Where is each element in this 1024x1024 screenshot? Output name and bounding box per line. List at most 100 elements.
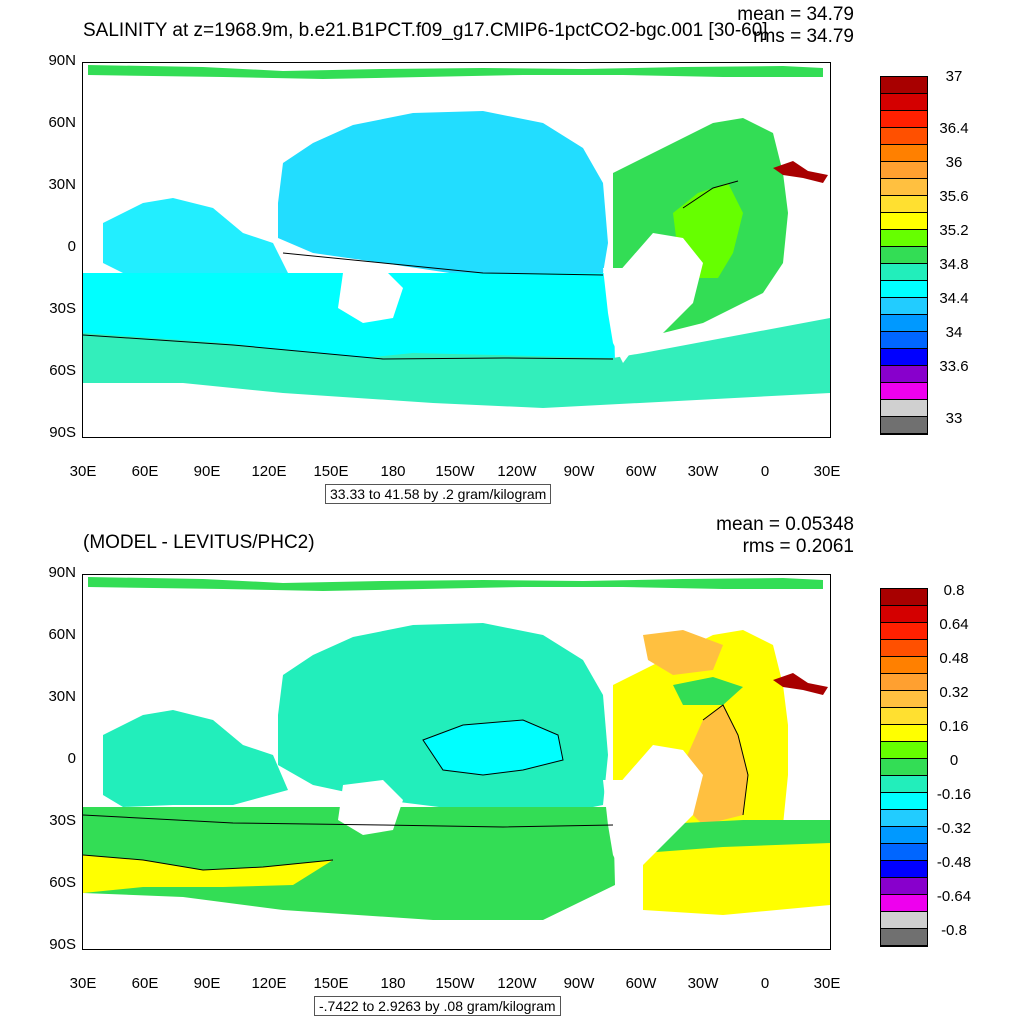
- colorbar-label: -0.48: [936, 854, 972, 871]
- y-tick-label: 0: [67, 238, 76, 255]
- x-tick-label: 60E: [131, 975, 159, 992]
- x-tick-label: 30E: [813, 975, 841, 992]
- mean-label: mean = 0.05348: [716, 514, 854, 535]
- x-tick-label: 0: [760, 975, 770, 992]
- x-tick-label: 150W: [435, 975, 475, 992]
- y-tick-label: 30S: [49, 300, 76, 317]
- x-tick-label: 120E: [251, 975, 287, 992]
- salinity-map: [82, 62, 831, 438]
- y-tick-label: 30N: [48, 176, 76, 193]
- colorbar-swatch: [881, 708, 927, 725]
- x-tick-label: 90W: [563, 463, 595, 480]
- x-tick-label: 0: [760, 463, 770, 480]
- colorbar-swatch: [881, 145, 927, 162]
- colorbar-swatch: [881, 264, 927, 281]
- pacific-negative-patch: [423, 720, 563, 775]
- colorbar-swatch: [881, 111, 927, 128]
- colorbar-swatch: [881, 929, 927, 946]
- colorbar-swatch: [881, 895, 927, 912]
- colorbar-label: 36.4: [939, 120, 969, 137]
- colorbar-label: 0.16: [939, 718, 969, 735]
- x-tick-label: 90W: [563, 975, 595, 992]
- colorbar-label: 34: [945, 324, 963, 341]
- colorbar-label: 35.6: [939, 188, 969, 205]
- colorbar-swatch: [881, 623, 927, 640]
- colorbar-swatch: [881, 640, 927, 657]
- colorbar-swatch: [881, 332, 927, 349]
- southern-yellow-band: [83, 855, 333, 893]
- mediterranean-field: [773, 161, 828, 183]
- colorbar-swatch: [881, 247, 927, 264]
- x-tick-label: 30W: [687, 463, 719, 480]
- contour-line: [282, 252, 604, 276]
- x-tick-label: 30E: [69, 975, 97, 992]
- australia-land: [338, 268, 403, 323]
- colorbar-swatch: [881, 417, 927, 434]
- colorbar-swatch: [881, 691, 927, 708]
- arctic-strip: [88, 577, 823, 591]
- x-tick-label: 120E: [251, 463, 287, 480]
- contour-line: [682, 180, 739, 209]
- colorbar-swatch: [881, 725, 927, 742]
- y-tick-label: 60N: [48, 626, 76, 643]
- y-tick-label: 90S: [49, 936, 76, 953]
- x-tick-label: 60W: [625, 463, 657, 480]
- y-tick-label: 60S: [49, 874, 76, 891]
- x-tick-label: 120W: [497, 463, 537, 480]
- y-tick-label: 30N: [48, 688, 76, 705]
- x-tick-label: 180: [380, 975, 406, 992]
- colorbar-swatch: [881, 674, 927, 691]
- indian-diff-field: [103, 710, 288, 807]
- colorbar-swatch: [881, 742, 927, 759]
- panel-title: (MODEL - LEVITUS/PHC2): [83, 532, 315, 553]
- colorbar-swatch: [881, 315, 927, 332]
- colorbar-label: 33.6: [939, 358, 969, 375]
- x-tick-label: 90E: [193, 463, 221, 480]
- y-tick-label: 90N: [48, 52, 76, 69]
- mediterranean-field: [773, 673, 828, 695]
- colorbar-swatch: [881, 878, 927, 895]
- south-atlantic-band: [643, 830, 830, 915]
- colorbar-label: 0.8: [943, 582, 965, 599]
- difference-panel: (MODEL - LEVITUS/PHC2) mean = 0.05348 rm…: [0, 512, 1024, 1024]
- colorbar-label: 36: [945, 154, 963, 171]
- map-canvas: [83, 577, 830, 920]
- salinity-panel: SALINITY at z=1968.9m, b.e21.B1PCT.f09_g…: [48, 4, 969, 504]
- colorbar-swatch: [881, 179, 927, 196]
- x-tick-label: 30E: [69, 463, 97, 480]
- subpolar-green-patch: [673, 677, 743, 705]
- contour-line: [83, 854, 334, 871]
- arctic-strip: [88, 65, 823, 79]
- x-tick-label: 120W: [497, 975, 537, 992]
- southern-green-band: [83, 807, 615, 920]
- colorbar-label: 0: [949, 752, 959, 769]
- colorbar: [880, 76, 928, 435]
- colorbar-swatch: [881, 759, 927, 776]
- colorbar-swatch: [881, 861, 927, 878]
- colorbar-swatch: [881, 827, 927, 844]
- contour-line: [422, 719, 564, 776]
- colorbar-swatch: [881, 776, 927, 793]
- colorbar-swatch: [881, 230, 927, 247]
- colorbar-label: 0.32: [939, 684, 969, 701]
- contour-line: [83, 334, 614, 360]
- colorbar-swatch: [881, 400, 927, 417]
- australia-land: [338, 780, 403, 835]
- colorbar-swatch: [881, 298, 927, 315]
- contour-line: [83, 814, 614, 828]
- pacific-ocean-field: [278, 111, 608, 281]
- colorbar: [880, 588, 928, 947]
- y-tick-label: 90N: [48, 564, 76, 581]
- colorbar-swatch: [881, 844, 927, 861]
- rms-label: rms = 34.79: [753, 26, 854, 47]
- colorbar-swatch: [881, 162, 927, 179]
- colorbar-label: 34.4: [939, 290, 969, 307]
- colorbar-swatch: [881, 366, 927, 383]
- y-tick-label: 60S: [49, 362, 76, 379]
- colorbar-label: -0.16: [936, 786, 972, 803]
- x-tick-label: 60W: [625, 975, 657, 992]
- colorbar-label: -0.64: [936, 888, 972, 905]
- colorbar-label: 35.2: [939, 222, 969, 239]
- x-tick-label: 150E: [313, 975, 349, 992]
- colorbar-swatch: [881, 606, 927, 623]
